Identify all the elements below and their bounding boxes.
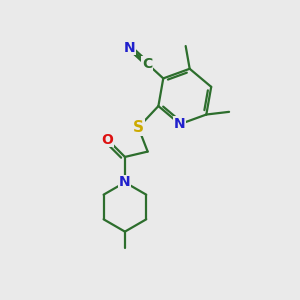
Text: C: C	[142, 57, 152, 71]
Text: N: N	[174, 117, 186, 131]
Text: N: N	[119, 176, 131, 189]
Text: O: O	[102, 133, 113, 146]
Text: S: S	[133, 120, 144, 135]
Text: N: N	[124, 40, 136, 55]
